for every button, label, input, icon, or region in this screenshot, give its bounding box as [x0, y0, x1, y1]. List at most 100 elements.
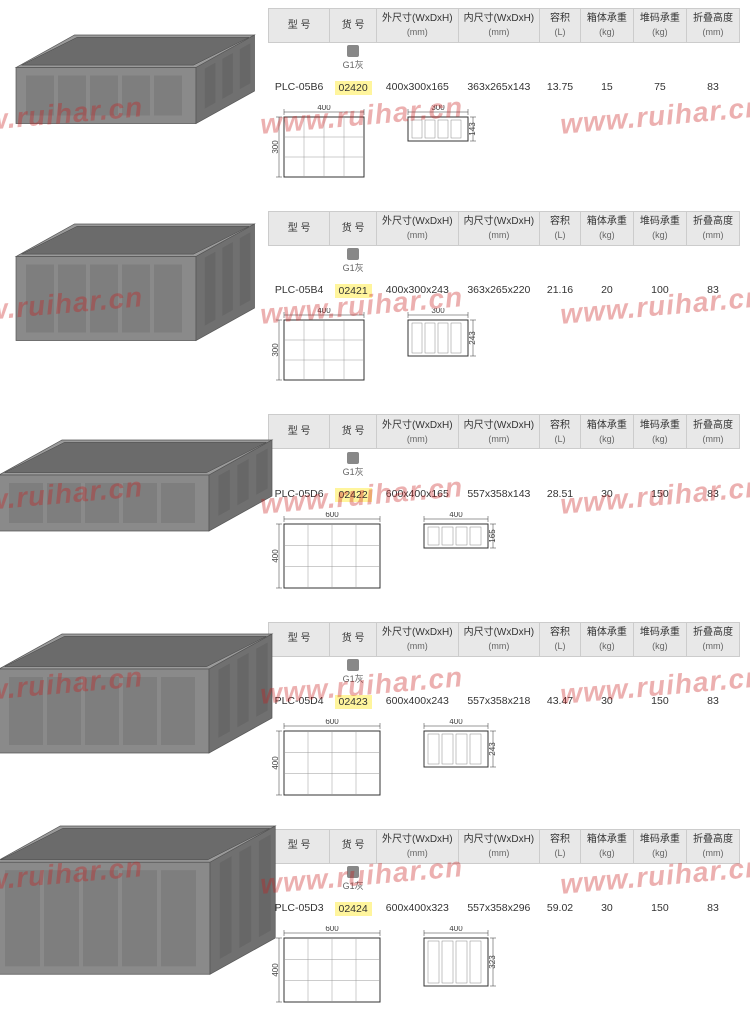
cell-outer: 400x300x243	[377, 278, 459, 302]
swatch-row: G1灰	[269, 449, 740, 482]
cell-load: 30	[580, 689, 633, 713]
product-image	[10, 412, 260, 562]
cell-inner: 557x358x296	[458, 896, 540, 920]
col-stack: 堆码承重(kg)	[633, 622, 686, 656]
color-swatch-cell: G1灰	[330, 246, 377, 279]
svg-text:300: 300	[431, 105, 445, 112]
color-swatch-cell: G1灰	[330, 449, 377, 482]
col-model: 型 号	[269, 415, 330, 449]
spec-area: 型 号 货 号 外尺寸(WxDxH)(mm) 内尺寸(WxDxH)(mm) 容积…	[260, 827, 740, 1016]
col-fold: 折叠高度(mm)	[686, 622, 739, 656]
color-swatch-label: G1灰	[332, 879, 375, 892]
col-fold: 折叠高度(mm)	[686, 829, 739, 863]
color-swatch-label: G1灰	[332, 672, 375, 685]
diagram-row: 600 400 400 323	[268, 926, 740, 1016]
cell-volume: 43.47	[540, 689, 581, 713]
cell-code: 02421	[330, 278, 377, 302]
color-swatch	[347, 248, 359, 260]
svg-text:400: 400	[449, 719, 463, 726]
spec-table: 型 号 货 号 外尺寸(WxDxH)(mm) 内尺寸(WxDxH)(mm) 容积…	[268, 211, 740, 302]
cell-outer: 600x400x243	[377, 689, 459, 713]
cell-fold: 83	[686, 689, 739, 713]
cell-load: 30	[580, 896, 633, 920]
spec-area: 型 号 货 号 外尺寸(WxDxH)(mm) 内尺寸(WxDxH)(mm) 容积…	[260, 412, 740, 601]
spec-area: 型 号 货 号 外尺寸(WxDxH)(mm) 内尺寸(WxDxH)(mm) 容积…	[260, 620, 740, 809]
side-view-diagram: 400 243	[412, 719, 500, 809]
col-outer: 外尺寸(WxDxH)(mm)	[377, 622, 459, 656]
data-row: PLC-05D6 02422 600x400x165 557x358x143 2…	[269, 482, 740, 506]
cell-model: PLC-05D4	[269, 689, 330, 713]
top-view-diagram: 400 300	[272, 308, 376, 394]
crate-illustration	[0, 824, 277, 979]
color-swatch-label: G1灰	[332, 465, 375, 478]
col-fold: 折叠高度(mm)	[686, 212, 739, 246]
diagram-row: 600 400 400 165	[268, 512, 740, 602]
col-model: 型 号	[269, 212, 330, 246]
col-inner: 内尺寸(WxDxH)(mm)	[458, 212, 540, 246]
col-load: 箱体承重(kg)	[580, 212, 633, 246]
catalog-page: 型 号 货 号 外尺寸(WxDxH)(mm) 内尺寸(WxDxH)(mm) 容积…	[0, 0, 750, 1028]
cell-stack: 150	[633, 896, 686, 920]
data-row: PLC-05B4 02421 400x300x243 363x265x220 2…	[269, 278, 740, 302]
cell-stack: 100	[633, 278, 686, 302]
product-image	[10, 6, 260, 156]
cell-outer: 400x300x165	[377, 75, 459, 99]
cell-stack: 150	[633, 689, 686, 713]
col-load: 箱体承重(kg)	[580, 9, 633, 43]
color-swatch	[347, 45, 359, 57]
cell-load: 30	[580, 482, 633, 506]
svg-text:400: 400	[449, 512, 463, 519]
svg-text:400: 400	[317, 105, 331, 112]
top-view-diagram: 600 400	[272, 926, 392, 1016]
spec-area: 型 号 货 号 外尺寸(WxDxH)(mm) 内尺寸(WxDxH)(mm) 容积…	[260, 6, 740, 191]
col-code: 货 号	[330, 212, 377, 246]
product-row: 型 号 货 号 外尺寸(WxDxH)(mm) 内尺寸(WxDxH)(mm) 容积…	[0, 821, 750, 1028]
spec-table: 型 号 货 号 外尺寸(WxDxH)(mm) 内尺寸(WxDxH)(mm) 容积…	[268, 622, 740, 713]
col-load: 箱体承重(kg)	[580, 622, 633, 656]
col-inner: 内尺寸(WxDxH)(mm)	[458, 9, 540, 43]
cell-code: 02420	[330, 75, 377, 99]
cell-stack: 75	[633, 75, 686, 99]
cell-load: 20	[580, 278, 633, 302]
svg-text:400: 400	[272, 548, 280, 562]
svg-text:400: 400	[272, 756, 280, 770]
col-inner: 内尺寸(WxDxH)(mm)	[458, 415, 540, 449]
color-swatch-cell: G1灰	[330, 863, 377, 896]
cell-model: PLC-05B6	[269, 75, 330, 99]
svg-text:165: 165	[488, 528, 497, 542]
side-view-diagram: 400 323	[412, 926, 500, 1016]
svg-text:143: 143	[468, 122, 477, 136]
diagram-row: 600 400 400 243	[268, 719, 740, 809]
top-view-diagram: 600 400	[272, 719, 392, 809]
swatch-row: G1灰	[269, 656, 740, 689]
color-swatch	[347, 866, 359, 878]
col-code: 货 号	[330, 415, 377, 449]
col-load: 箱体承重(kg)	[580, 415, 633, 449]
cell-inner: 363x265x220	[458, 278, 540, 302]
col-model: 型 号	[269, 622, 330, 656]
cell-fold: 83	[686, 482, 739, 506]
col-outer: 外尺寸(WxDxH)(mm)	[377, 212, 459, 246]
col-inner: 内尺寸(WxDxH)(mm)	[458, 829, 540, 863]
cell-outer: 600x400x323	[377, 896, 459, 920]
col-load: 箱体承重(kg)	[580, 829, 633, 863]
color-swatch	[347, 659, 359, 671]
top-view-diagram: 600 400	[272, 512, 392, 602]
col-code: 货 号	[330, 829, 377, 863]
cell-stack: 150	[633, 482, 686, 506]
col-volume: 容积(L)	[540, 9, 581, 43]
svg-text:400: 400	[317, 308, 331, 315]
col-volume: 容积(L)	[540, 622, 581, 656]
cell-inner: 363x265x143	[458, 75, 540, 99]
col-outer: 外尺寸(WxDxH)(mm)	[377, 415, 459, 449]
svg-text:243: 243	[488, 742, 497, 756]
col-volume: 容积(L)	[540, 212, 581, 246]
spec-table: 型 号 货 号 外尺寸(WxDxH)(mm) 内尺寸(WxDxH)(mm) 容积…	[268, 829, 740, 920]
cell-code: 02424	[330, 896, 377, 920]
product-row: 型 号 货 号 外尺寸(WxDxH)(mm) 内尺寸(WxDxH)(mm) 容积…	[0, 406, 750, 613]
product-row: 型 号 货 号 外尺寸(WxDxH)(mm) 内尺寸(WxDxH)(mm) 容积…	[0, 203, 750, 406]
cell-fold: 83	[686, 896, 739, 920]
side-view-diagram: 300 143	[396, 105, 480, 191]
cell-volume: 21.16	[540, 278, 581, 302]
crate-illustration	[0, 438, 274, 536]
